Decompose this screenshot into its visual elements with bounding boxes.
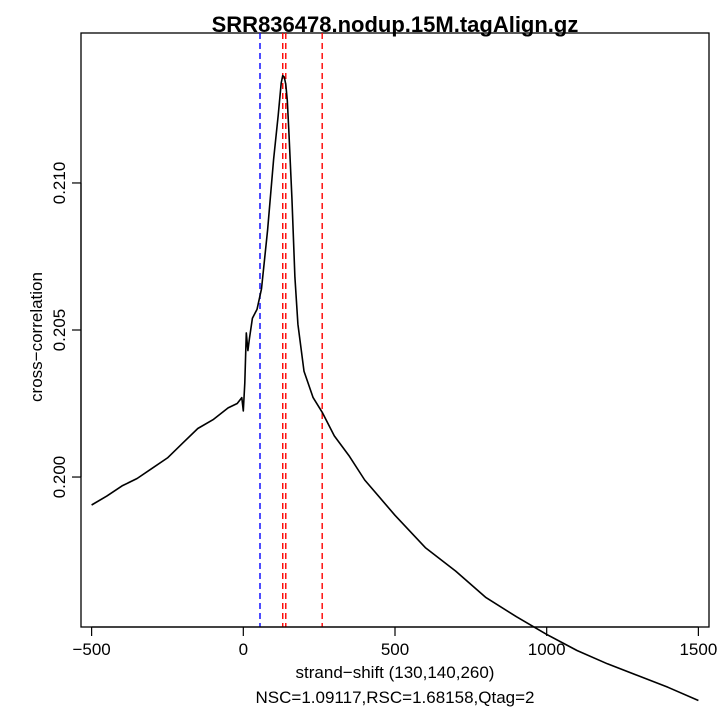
y-axis-label: cross−correlation: [27, 272, 46, 402]
chart-subtitle: NSC=1.09117,RSC=1.68158,Qtag=2: [256, 688, 535, 707]
y-tick-label: 0.205: [50, 309, 69, 352]
series-group: [91, 74, 699, 702]
x-axis: −500 0 500 1000 1500: [72, 626, 717, 659]
x-tick-label: 0: [239, 640, 248, 659]
x-tick-label: 1000: [528, 640, 566, 659]
y-axis: 0.200 0.205 0.210: [50, 162, 82, 499]
reference-lines: [259, 33, 323, 627]
x-tick-label: −500: [72, 640, 110, 659]
x-tick-label: 500: [381, 640, 409, 659]
x-tick-label: 1500: [679, 640, 717, 659]
x-axis-label: strand−shift (130,140,260): [296, 663, 495, 682]
plot-frame: [80, 32, 710, 628]
y-tick-label: 0.210: [50, 162, 69, 205]
y-tick-label: 0.200: [50, 456, 69, 499]
cross-correlation-line: [91, 74, 699, 702]
